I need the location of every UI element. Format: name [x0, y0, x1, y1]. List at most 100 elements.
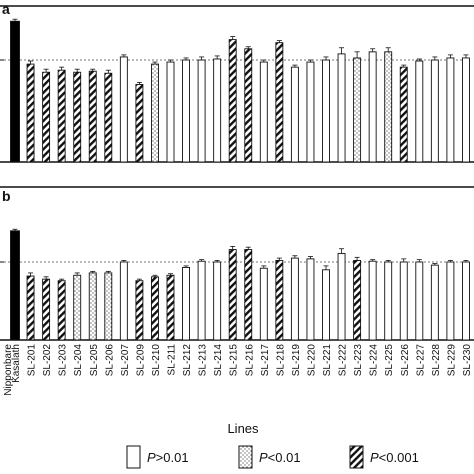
- bar-b-sl-217: [259, 267, 268, 341]
- bar-a-sl-201: [26, 63, 35, 163]
- bar-a-sl-213: [197, 59, 206, 163]
- bar-b-sl-221: [322, 269, 330, 341]
- x-tick-label-sl-204: SL-204: [73, 344, 84, 377]
- x-tick-label-sl-212: SL-212: [182, 344, 193, 377]
- bar-b-sl-212: [182, 267, 191, 341]
- bar-a-sl-212: [182, 59, 191, 163]
- bar-b-kasalath: [10, 230, 20, 341]
- legend-label-none: P>0.01: [147, 450, 189, 465]
- x-tick-label-sl-226: SL-226: [400, 344, 411, 377]
- x-tick-label-sl-215: SL-215: [229, 344, 240, 377]
- bar-b-sl-203: [57, 280, 66, 341]
- panel-a-label: a: [2, 1, 10, 17]
- bar-b-sl-210: [150, 276, 159, 341]
- bar-b-sl-218: [275, 259, 284, 341]
- bar-a-sl-207: [119, 56, 128, 163]
- bar-a-sl-224: [368, 51, 377, 163]
- bar-a-sl-228: [430, 59, 439, 163]
- x-tick-label-sl-217: SL-217: [260, 344, 271, 377]
- bar-b-sl-211: [166, 274, 175, 341]
- legend-label-mid: P<0.01: [259, 450, 301, 465]
- panel-b-label: b: [2, 188, 11, 204]
- bar-b-sl-213: [197, 260, 206, 341]
- bar-b-sl-202: [42, 278, 51, 341]
- bar-a-sl-230: [462, 57, 470, 163]
- x-tick-label-sl-210: SL-210: [151, 344, 162, 377]
- bar-a-sl-218: [275, 42, 284, 163]
- x-tick-label-sl-228: SL-228: [431, 344, 442, 377]
- reference-label: Nipponbare: [3, 344, 14, 396]
- bar-a-sl-204: [73, 71, 82, 163]
- bar-b-sl-215: [228, 249, 237, 341]
- bar-a-sl-215: [228, 39, 237, 163]
- panel-b-bars: [10, 228, 470, 341]
- legend-label-high: P<0.001: [370, 450, 419, 465]
- bar-a-sl-209: [135, 84, 144, 163]
- bar-a-sl-223: [353, 57, 362, 163]
- x-tick-label-sl-206: SL-206: [104, 344, 115, 377]
- bar-b-sl-220: [306, 258, 315, 341]
- panel-a-bars: [10, 18, 470, 163]
- x-tick-label-sl-214: SL-214: [213, 344, 224, 377]
- bar-b-sl-226: [399, 261, 408, 341]
- x-tick-label-sl-224: SL-224: [369, 344, 380, 377]
- bar-b-sl-214: [213, 261, 222, 341]
- x-tick-labels: Kasalath SL-201 SL-202 SL-203 SL-204 SL-205 SL…: [11, 344, 473, 383]
- bar-a-sl-211: [166, 61, 175, 163]
- bar-b-sl-205: [88, 272, 97, 341]
- bar-b-sl-204: [73, 274, 82, 341]
- x-tick-label-sl-216: SL-216: [244, 344, 255, 377]
- panel-b: b: [0, 186, 474, 341]
- x-tick-label-sl-209: SL-209: [135, 344, 146, 377]
- x-tick-label-sl-229: SL-229: [446, 344, 457, 377]
- x-tick-label-sl-207: SL-207: [120, 344, 131, 377]
- bar-a-sl-216: [244, 48, 253, 163]
- x-tick-label-sl-205: SL-205: [89, 344, 100, 377]
- bar-b-sl-227: [415, 261, 424, 341]
- bar-b-sl-216: [244, 249, 253, 341]
- x-tick-label-sl-211: SL-211: [167, 344, 178, 376]
- bar-a-sl-229: [446, 57, 455, 163]
- x-tick-label-sl-225: SL-225: [384, 344, 395, 377]
- bar-b-sl-201: [26, 275, 35, 341]
- bar-b-sl-209: [135, 280, 144, 341]
- bar-a-sl-220: [306, 61, 315, 163]
- x-tick-label-sl-202: SL-202: [42, 344, 53, 377]
- bar-a-sl-217: [259, 61, 268, 163]
- x-tick-label-sl-213: SL-213: [198, 344, 209, 377]
- bar-a-sl-225: [384, 51, 393, 163]
- bar-b-sl-222: [337, 252, 346, 341]
- bar-a-sl-227: [415, 60, 424, 163]
- bar-a-sl-202: [42, 71, 51, 163]
- bar-a-sl-219: [290, 66, 299, 163]
- x-tick-label-sl-227: SL-227: [415, 344, 426, 377]
- x-tick-label-sl-230: SL-230: [462, 344, 473, 377]
- x-tick-label-sl-218: SL-218: [275, 344, 286, 377]
- bar-a-kasalath: [10, 20, 20, 163]
- panel-a: a: [0, 1, 474, 163]
- bar-a-sl-203: [57, 69, 66, 163]
- bar-b-sl-225: [384, 261, 393, 341]
- x-axis-title: Lines: [227, 421, 259, 436]
- bar-b-sl-230: [462, 261, 470, 341]
- bar-a-sl-210: [150, 63, 159, 163]
- bar-a-sl-226: [399, 66, 408, 163]
- x-tick-label-sl-220: SL-220: [306, 344, 317, 377]
- bar-b-sl-229: [446, 261, 455, 341]
- bar-a-sl-206: [104, 72, 113, 163]
- x-tick-label-sl-221: SL-221: [322, 344, 333, 377]
- legend-swatch-mid: [238, 445, 253, 469]
- bar-a-sl-221: [322, 59, 330, 163]
- x-tick-label-sl-203: SL-203: [58, 344, 69, 377]
- bar-b-sl-224: [368, 260, 377, 341]
- legend: P>0.01 P<0.01 P<0.001: [126, 445, 419, 469]
- bar-a-sl-222: [337, 53, 346, 163]
- x-tick-label-sl-223: SL-223: [353, 344, 364, 377]
- x-tick-label-sl-201: SL-201: [27, 344, 38, 377]
- x-tick-label-sl-222: SL-222: [338, 344, 349, 377]
- bar-a-sl-214: [213, 58, 222, 163]
- legend-swatch-high: [349, 445, 364, 469]
- x-tick-label-kasalath: Kasalath: [11, 344, 22, 383]
- bar-a-sl-205: [88, 70, 97, 163]
